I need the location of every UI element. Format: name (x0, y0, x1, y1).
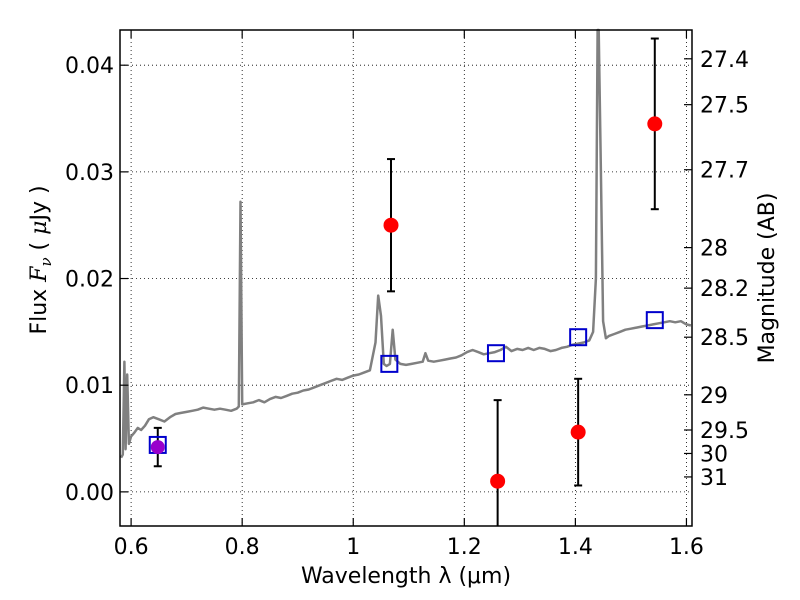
right-tick-label: 31 (700, 466, 728, 491)
y-tick-label: 0.04 (65, 54, 114, 79)
right-tick-label: 28.5 (700, 326, 749, 351)
observed-point (490, 473, 506, 489)
y-tick-label: 0.02 (65, 268, 114, 293)
x-tick-label: 1.2 (447, 535, 482, 560)
observed-point (570, 424, 586, 440)
x-tick-label: 1.4 (558, 535, 593, 560)
observed-point (383, 217, 399, 233)
right-tick-label: 28.2 (700, 277, 749, 302)
y-axis-title: Flux Fν ( μJy ) (27, 185, 55, 334)
svg-text:Magnitude (AB): Magnitude (AB) (755, 193, 780, 364)
x-tick-label: 0.6 (114, 535, 149, 560)
right-tick-label: 27.7 (700, 159, 749, 184)
model-point (645, 311, 664, 330)
series-layer (119, 28, 692, 526)
right-tick-label: 27.5 (700, 94, 749, 119)
model-point (569, 328, 588, 347)
plot-frame (119, 29, 693, 527)
y-axis-right-title: Magnitude (AB) (755, 193, 780, 364)
highlight-point (150, 440, 165, 455)
right-tick-label: 29 (700, 384, 728, 409)
y-tick-label: 0.03 (65, 161, 114, 186)
right-tick-label: 29.5 (700, 419, 749, 444)
y-tick-label: 0.00 (65, 481, 114, 506)
right-tick-label: 30 (700, 442, 728, 467)
x-tick-label: 0.8 (225, 535, 260, 560)
model-point (380, 354, 399, 373)
y-tick-label: 0.01 (65, 374, 114, 399)
x-axis-title: Wavelength λ (μm) (301, 564, 511, 589)
grid (120, 30, 692, 526)
ticks: 0.6 0.8 1 1.2 1.4 1.6 0.00 0.01 0.02 0.03 0.04 27.4… (65, 30, 749, 560)
right-tick-label: 28 (700, 237, 728, 262)
model-point (486, 344, 505, 363)
right-tick-label: 27.4 (700, 48, 749, 73)
observed-error-bar (493, 399, 502, 526)
observed-point (647, 116, 663, 132)
x-tick-label: 1.6 (669, 535, 704, 560)
svg-text:Flux Fν ( μJy ): Flux Fν ( μJy ) (27, 185, 55, 334)
x-tick-label: 1 (346, 535, 360, 560)
spectrum-line (119, 28, 692, 459)
